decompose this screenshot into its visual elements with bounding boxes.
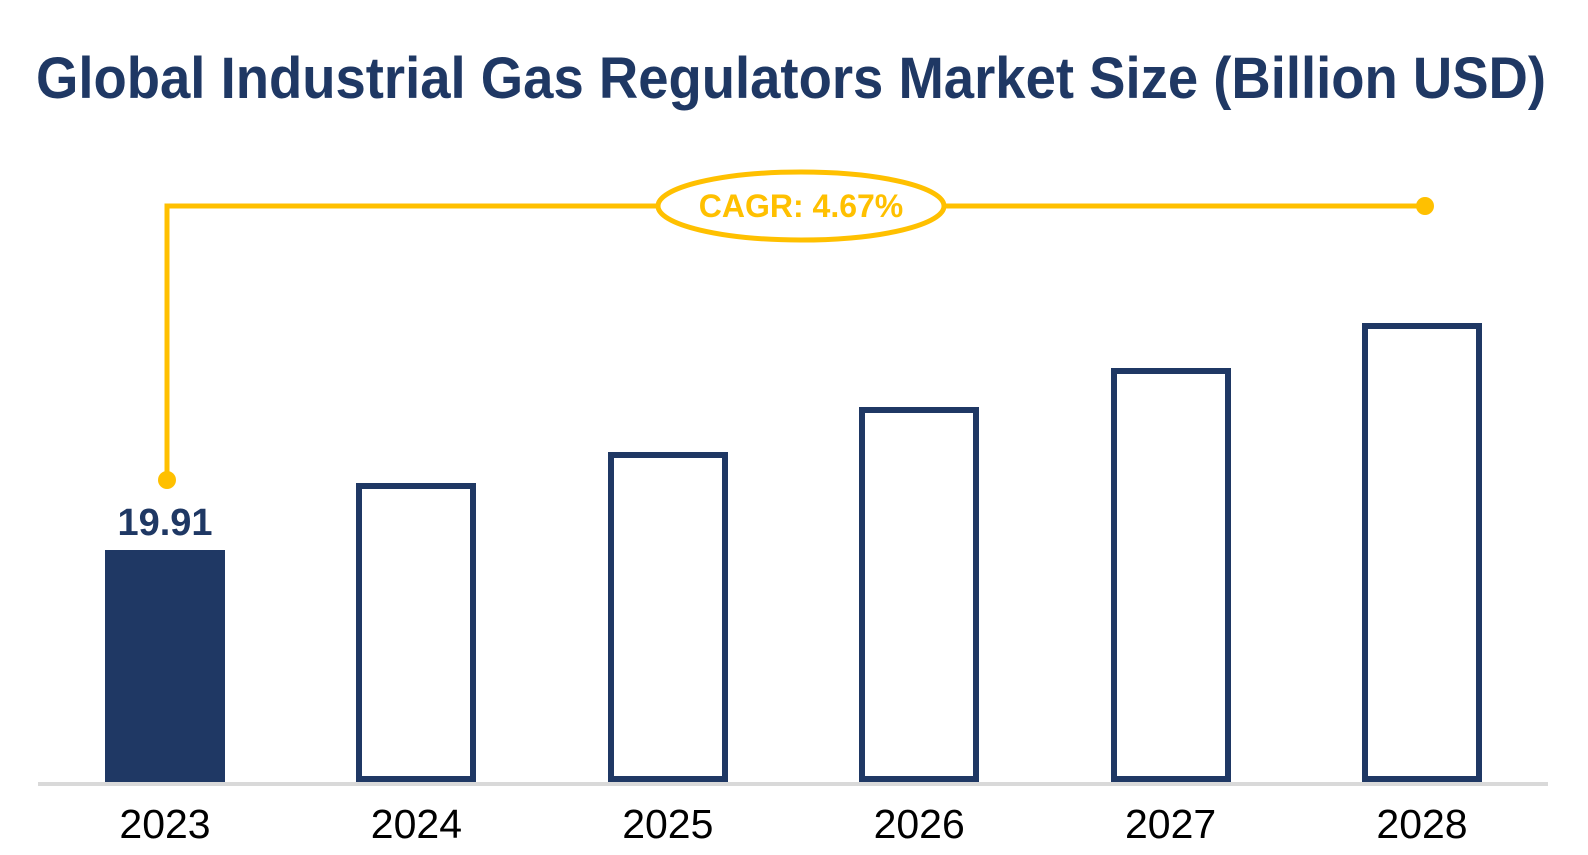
cagr-label: CAGR: 4.67% bbox=[699, 188, 904, 224]
x-tick-2025: 2025 bbox=[622, 801, 714, 847]
x-axis-line bbox=[38, 782, 1548, 786]
bar-2028 bbox=[1362, 323, 1482, 782]
x-tick-2028: 2028 bbox=[1376, 801, 1468, 847]
cagr-connector-left bbox=[164, 203, 658, 480]
bar-2024 bbox=[356, 483, 477, 782]
connector-dot-right bbox=[1416, 197, 1434, 215]
cagr-ellipse bbox=[655, 169, 947, 243]
bar-2027 bbox=[1110, 368, 1231, 782]
chart-title: Global Industrial Gas Regulators Market … bbox=[36, 46, 1546, 111]
x-tick-2023: 2023 bbox=[119, 801, 211, 847]
bar-2025 bbox=[607, 452, 728, 782]
bar-2023 bbox=[105, 550, 225, 782]
bar-2026 bbox=[859, 407, 980, 782]
x-tick-2024: 2024 bbox=[370, 801, 462, 847]
x-tick-2027: 2027 bbox=[1124, 801, 1217, 847]
value-label-2023: 19.91 bbox=[117, 502, 213, 544]
x-tick-2026: 2026 bbox=[873, 801, 965, 847]
connector-dot-left bbox=[158, 471, 176, 489]
